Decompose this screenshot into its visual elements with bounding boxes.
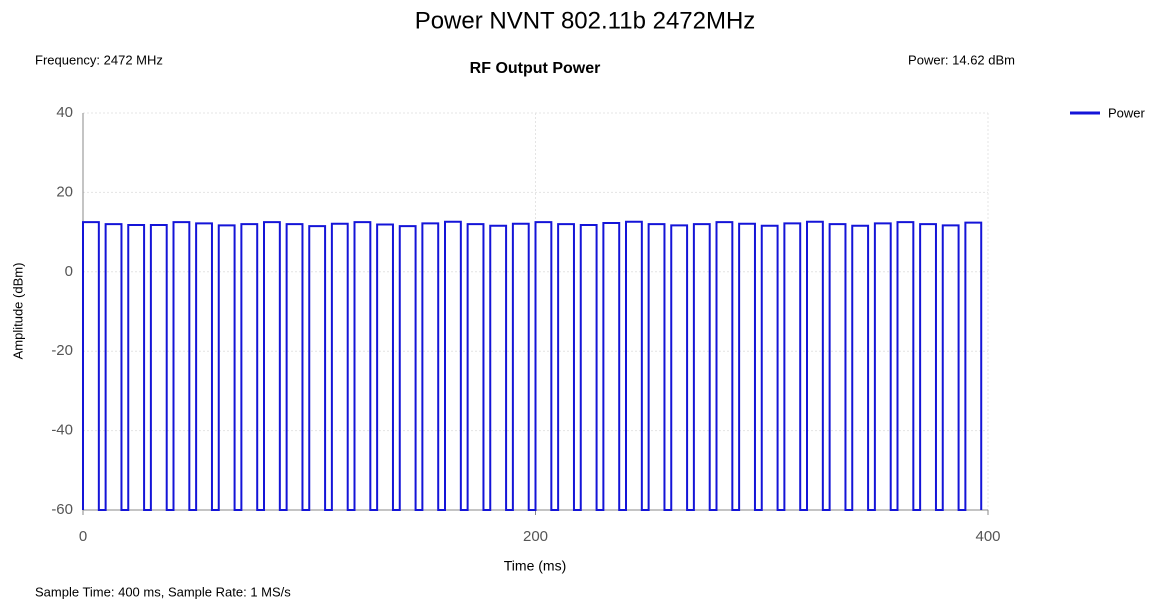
x-tick-label: 200	[523, 528, 548, 545]
page-title: Power NVNT 802.11b 2472MHz	[415, 7, 756, 34]
y-tick-label: -40	[51, 422, 73, 439]
y-tick-label: 20	[56, 183, 73, 200]
chart-title: RF Output Power	[470, 60, 601, 77]
y-tick-label: 40	[56, 104, 73, 121]
y-tick-label: -60	[51, 501, 73, 518]
y-axis-label: Amplitude (dBm)	[10, 263, 25, 360]
footer: Sample Time: 400 ms, Sample Rate: 1 MS/s	[35, 584, 291, 599]
x-axis-label: Time (ms)	[504, 558, 566, 574]
power-line	[82, 220, 983, 511]
legend-label: Power	[1108, 105, 1146, 120]
y-tick-label: -20	[51, 342, 73, 359]
x-tick-label: 400	[975, 528, 1000, 545]
frequency-label: Frequency: 2472 MHz	[35, 52, 163, 67]
power-label: Power: 14.62 dBm	[908, 52, 1015, 67]
y-tick-label: 0	[65, 263, 73, 280]
x-tick-label: 0	[79, 528, 87, 545]
